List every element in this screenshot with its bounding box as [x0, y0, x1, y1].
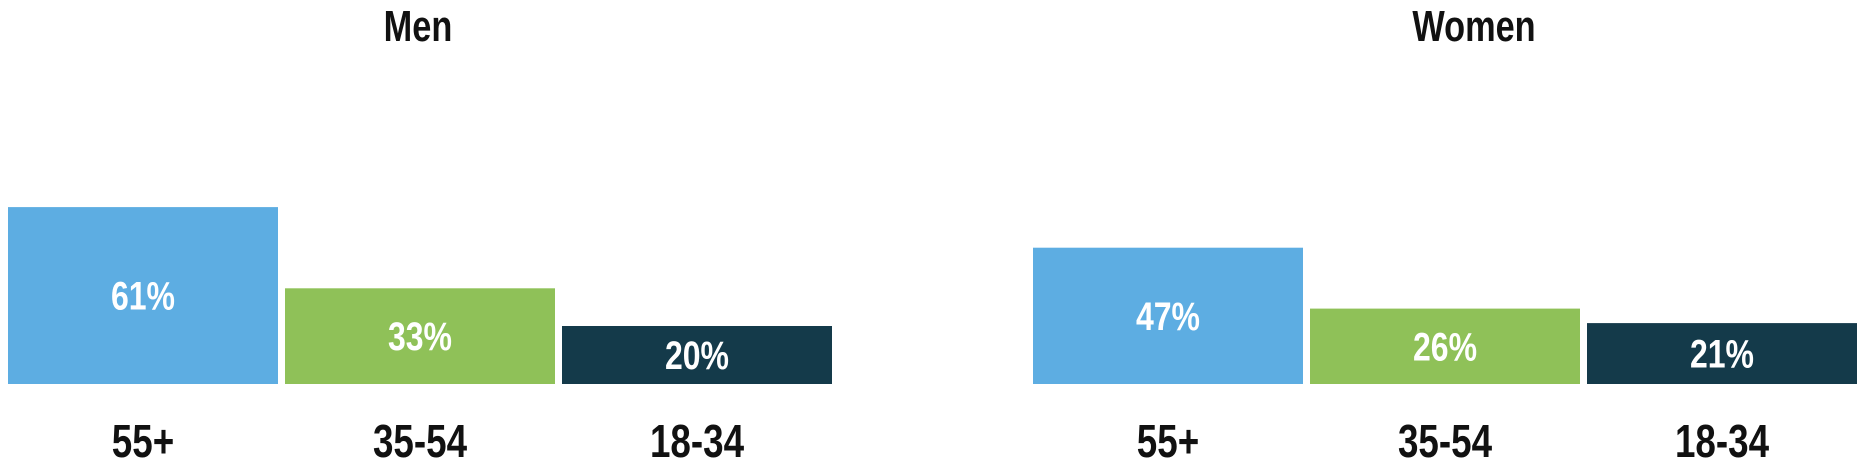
value-label-men-18-34: 20%: [665, 333, 729, 378]
bar-women-18-34: [1587, 323, 1857, 384]
women-panel-title: Women: [1412, 2, 1536, 51]
men-panel-title: Men: [383, 2, 453, 51]
category-label-men-55plus: 55+: [112, 415, 174, 459]
value-label-men-35-54: 33%: [388, 314, 452, 359]
value-label-men-55plus: 61%: [111, 273, 175, 318]
bar-men-18-34: [562, 326, 832, 384]
category-label-men-18-34: 18-34: [650, 415, 744, 459]
category-label-women-18-34: 18-34: [1675, 415, 1769, 459]
bar-women-35-54: [1310, 308, 1580, 384]
value-label-women-18-34: 21%: [1690, 331, 1754, 376]
bar-men-35-54: [285, 288, 555, 384]
value-label-women-55plus: 47%: [1136, 293, 1200, 338]
category-label-men-35-54: 35-54: [373, 415, 467, 459]
category-label-women-55plus: 55+: [1137, 415, 1199, 459]
category-label-women-35-54: 35-54: [1398, 415, 1492, 459]
bar-men-55plus: [8, 207, 278, 384]
bar-women-55plus: [1033, 247, 1303, 384]
value-label-women-35-54: 26%: [1413, 324, 1477, 369]
